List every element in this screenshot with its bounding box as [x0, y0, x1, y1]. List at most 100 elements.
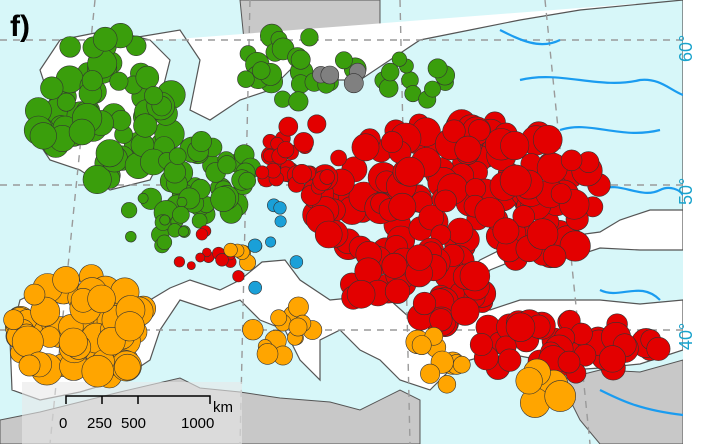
- marker-orange: [270, 309, 288, 327]
- marker-green: [137, 192, 149, 204]
- marker-green: [210, 186, 237, 213]
- marker-red: [346, 279, 376, 309]
- marker-green: [274, 90, 292, 108]
- marker-red: [319, 169, 335, 185]
- marker-red: [468, 119, 491, 142]
- marker-blue: [248, 280, 262, 295]
- marker-red: [186, 261, 196, 270]
- scale-tick-500: 500: [121, 415, 146, 432]
- marker-red: [291, 164, 312, 185]
- marker-red: [384, 278, 411, 304]
- marker-red: [307, 114, 327, 134]
- scale-tick-250: 250: [87, 415, 112, 432]
- marker-green: [125, 231, 137, 243]
- marker-green: [135, 65, 160, 90]
- map-frame: 0 250 500 1000 km f): [0, 0, 683, 444]
- marker-green: [424, 80, 441, 98]
- marker-orange: [114, 311, 145, 342]
- marker-green: [40, 76, 64, 100]
- marker-red: [330, 149, 347, 167]
- marker-red: [255, 165, 270, 180]
- marker-red: [388, 192, 417, 221]
- marker-green: [68, 118, 96, 146]
- marker-red: [500, 131, 530, 161]
- marker-red: [380, 131, 403, 154]
- marker-red: [598, 345, 627, 373]
- marker-red: [314, 220, 343, 249]
- marker-orange: [256, 343, 279, 365]
- marker-green: [172, 206, 190, 224]
- marker-green: [156, 234, 173, 251]
- marker-blue: [273, 201, 287, 215]
- marker-green: [59, 36, 81, 58]
- latitude-label-40: 40°: [676, 322, 696, 350]
- scale-tick-1000: 1000: [181, 415, 214, 432]
- marker-green: [163, 161, 187, 184]
- marker-green: [81, 70, 103, 92]
- marker-red: [512, 205, 535, 228]
- latitude-label-60: 60°: [676, 34, 696, 62]
- marker-green: [82, 165, 112, 195]
- marker-green: [334, 51, 353, 70]
- marker-red: [646, 336, 671, 361]
- marker-blue: [274, 215, 287, 228]
- marker-red: [498, 348, 522, 372]
- marker-green: [168, 147, 187, 165]
- marker-green: [133, 113, 158, 138]
- marker-red: [202, 247, 212, 258]
- marker-green: [144, 86, 164, 106]
- marker-orange: [87, 284, 116, 314]
- marker-red: [381, 252, 408, 279]
- marker-green: [238, 171, 256, 190]
- marker-orange: [242, 319, 264, 341]
- marker-orange: [81, 355, 114, 388]
- marker-red: [278, 116, 299, 137]
- marker-red: [406, 244, 433, 271]
- marker-red: [277, 141, 295, 159]
- marker-blue: [289, 255, 304, 269]
- marker-orange: [114, 353, 141, 381]
- marker-green: [178, 226, 189, 237]
- marker-orange: [18, 354, 41, 377]
- marker-orange: [3, 309, 24, 331]
- marker-orange: [223, 242, 238, 258]
- marker-green: [288, 91, 309, 112]
- scale-tick-0: 0: [59, 415, 67, 432]
- marker-green: [159, 214, 171, 226]
- marker-red: [215, 253, 229, 267]
- marker-orange: [452, 355, 471, 374]
- marker-red: [454, 135, 482, 163]
- marker-green: [300, 28, 319, 47]
- marker-red: [232, 270, 245, 283]
- marker-orange: [288, 317, 308, 337]
- marker-red: [418, 204, 445, 231]
- marker-red: [560, 149, 583, 172]
- marker-green: [95, 139, 124, 168]
- marker-red: [550, 183, 572, 205]
- map-canvas: 0 250 500 1000 km: [0, 0, 683, 444]
- marker-green: [191, 212, 208, 229]
- marker-green: [110, 110, 132, 131]
- scale-bar: 0 250 500 1000 km: [22, 382, 242, 444]
- marker-orange: [58, 327, 88, 357]
- marker-red: [351, 133, 380, 162]
- marker-green: [29, 122, 57, 150]
- marker-red: [446, 217, 474, 245]
- marker-green: [379, 78, 399, 98]
- marker-red: [450, 296, 480, 326]
- marker-green: [252, 61, 271, 80]
- marker-grey: [320, 65, 340, 85]
- marker-red: [434, 189, 457, 213]
- marker-green: [92, 26, 118, 52]
- marker-green: [290, 49, 311, 70]
- marker-red: [526, 218, 559, 250]
- marker-red: [542, 244, 567, 268]
- marker-orange: [411, 335, 432, 356]
- marker-green: [427, 58, 448, 79]
- marker-red: [557, 350, 581, 374]
- marker-orange: [515, 367, 543, 395]
- scale-unit: km: [213, 399, 233, 416]
- europe-land: [9, 0, 683, 401]
- marker-orange: [52, 266, 80, 294]
- marker-red: [474, 197, 505, 228]
